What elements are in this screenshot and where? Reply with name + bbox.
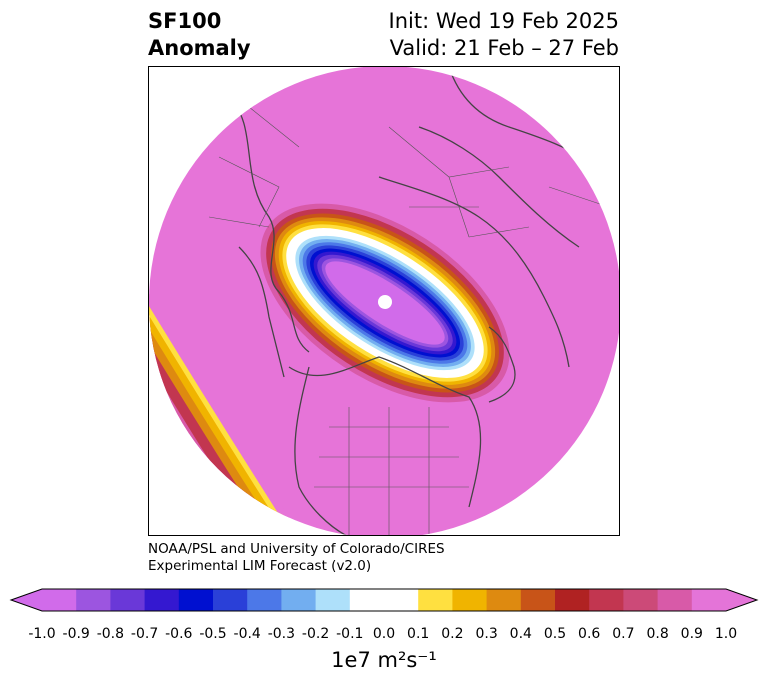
colorbar-tick-label: 0.8 <box>646 626 669 642</box>
colorbar-tick-label: -1.0 <box>28 626 56 642</box>
colorbar-outline <box>9 588 759 612</box>
colorbar-cell <box>315 589 351 611</box>
colorbar-cell <box>281 589 317 611</box>
colorbar-tick-label: -0.5 <box>199 626 227 642</box>
colorbar-cell <box>178 589 214 611</box>
colorbar-tick-label: -0.4 <box>233 626 261 642</box>
colorbar-tick-label: -0.8 <box>96 626 125 642</box>
colorbar-tick-label: -0.2 <box>301 626 330 642</box>
colorbar <box>9 588 759 612</box>
colorbar-tick-label: 0.5 <box>543 626 567 642</box>
colorbar-tick-label: 0.9 <box>680 626 703 642</box>
colorbar-cell <box>110 589 146 611</box>
valid-range: Valid: 21 Feb – 27 Feb <box>389 36 619 60</box>
colorbar-cell <box>247 589 282 611</box>
map-frame <box>148 66 620 536</box>
variable-title: SF100 <box>148 9 222 33</box>
colorbar-cell <box>213 589 248 611</box>
anomaly-title: Anomaly <box>148 36 251 60</box>
init-date: Init: Wed 19 Feb 2025 <box>388 9 619 33</box>
colorbar-ticks: -1.0 -0.9 -0.8 -0.7 -0.6 -0.5 -0.4 -0.3 -0.2 -0.1… <box>0 626 768 644</box>
map-svg <box>149 67 619 535</box>
colorbar-tick-label: 0.2 <box>441 626 464 642</box>
colorbar-extend-high <box>726 589 757 611</box>
colorbar-tick-label: 0.3 <box>475 626 498 642</box>
colorbar-tick-label: 0.4 <box>509 626 532 642</box>
colorbar-cell <box>349 589 385 611</box>
colorbar-cell <box>520 589 556 611</box>
colorbar-tick-label: 0.0 <box>372 626 396 642</box>
colorbar-tick-label: -0.7 <box>130 626 159 642</box>
colorbar-cell <box>76 589 111 611</box>
colorbar-tick-label: -0.9 <box>62 626 90 642</box>
colorbar-cell <box>657 589 693 611</box>
colorbar-units: 1e7 m²s⁻¹ <box>331 648 437 672</box>
colorbar-cell <box>452 589 488 611</box>
colorbar-tick-label: 1.0 <box>714 626 738 642</box>
colorbar-tick-label: -0.6 <box>165 626 193 642</box>
credit-line-1: NOAA/PSL and University of Colorado/CIRE… <box>148 541 445 557</box>
colorbar-cell <box>555 589 590 611</box>
colorbar-cell <box>486 589 522 611</box>
colorbar-cell <box>623 589 659 611</box>
colorbar-tick-label: 0.6 <box>578 626 601 642</box>
colorbar-cell <box>384 589 419 611</box>
credit: NOAA/PSL and University of Colorado/CIRE… <box>148 541 445 575</box>
colorbar-tick-label: 0.7 <box>612 626 635 642</box>
colorbar-extend-low <box>11 589 42 611</box>
colorbar-cell <box>418 589 453 611</box>
title-right: Init: Wed 19 Feb 2025 Valid: 21 Feb – 27… <box>389 8 619 62</box>
colorbar-tick-label: -0.3 <box>267 626 296 642</box>
colorbar-cell <box>691 589 727 611</box>
colorbar-cell <box>42 589 77 611</box>
coastlines <box>228 67 600 535</box>
colorbar-cell <box>589 589 624 611</box>
title-left: SF100 Anomaly <box>148 8 251 62</box>
north-pole-marker <box>378 295 392 309</box>
colorbar-tick-label: 0.1 <box>407 626 430 642</box>
colorbar-tick-label: -0.1 <box>336 626 364 642</box>
credit-line-2: Experimental LIM Forecast (v2.0) <box>148 558 372 574</box>
colorbar-cell <box>144 589 180 611</box>
